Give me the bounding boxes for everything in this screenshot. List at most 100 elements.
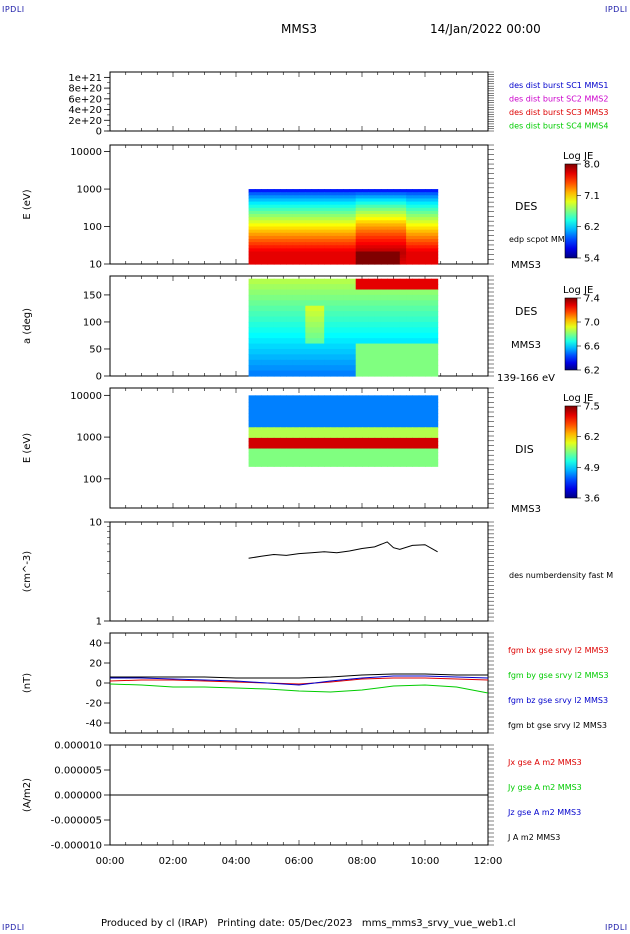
des-energy-pixel	[343, 235, 350, 240]
des-energy-pixel	[393, 235, 401, 240]
dis-energy-pixel	[254, 455, 262, 460]
dis-energy-pixel	[406, 398, 413, 404]
des-energy-pixel	[273, 223, 281, 228]
dis-energy-pixel	[380, 398, 388, 404]
dis-energy-pixel	[355, 423, 363, 428]
des-energy-pixel	[286, 229, 294, 234]
dis-energy-pixel	[406, 405, 413, 411]
dis-energy-pixel	[248, 420, 256, 425]
des-energy-pixel	[387, 198, 395, 203]
des-energy-pixel	[355, 235, 363, 240]
des-pitch-pixel	[362, 278, 369, 285]
dis-energy-pixel	[292, 416, 300, 421]
des-pitch-pixel	[355, 343, 363, 350]
des-energy-pixel	[273, 201, 281, 206]
dis-energy-pixel	[399, 452, 407, 457]
des-pitch-pixel	[299, 354, 306, 361]
dis-energy-pixel	[374, 405, 382, 411]
dis-energy-pixel	[380, 462, 388, 467]
des-pitch-pixel	[248, 348, 256, 355]
dis-energy-pixel	[399, 405, 407, 411]
des-energy-pixel	[399, 235, 407, 240]
dis-energy-pixel	[412, 434, 420, 439]
des-energy-pixel	[305, 235, 313, 240]
des-pitch-pixel	[393, 284, 401, 291]
des-energy-pixel	[343, 189, 350, 193]
dis-energy-pixel	[305, 448, 313, 453]
dis-energy-pixel	[261, 434, 269, 439]
dis-energy-pixel	[261, 423, 269, 428]
des-energy-pixel	[387, 201, 395, 206]
dis-energy-pixel	[412, 409, 420, 414]
dis-energy-pixel	[280, 448, 287, 453]
des-energy-pixel	[317, 217, 325, 221]
des-energy-pixel	[406, 239, 413, 243]
dis-energy-pixel	[387, 434, 395, 439]
dis-energy-pixel	[362, 395, 369, 400]
dis-energy-pixel	[336, 462, 344, 467]
dis-energy-pixel	[393, 430, 401, 435]
dis-energy-pixel	[330, 427, 338, 432]
dis-energy-pixel	[324, 455, 332, 460]
dis-energy-pixel	[425, 437, 432, 443]
y-tick-label: 10	[89, 518, 102, 529]
des-energy-pixel	[406, 251, 413, 256]
des-pitch-pixel	[292, 332, 300, 339]
des-pitch-pixel	[393, 311, 401, 318]
dis-energy-pixel	[425, 395, 432, 400]
des-pitch-pixel	[267, 365, 275, 372]
des-energy-pixel	[267, 242, 275, 246]
dis-energy-pixel	[299, 398, 306, 404]
y-tick-label: -40	[86, 719, 102, 730]
des-energy-pixel	[387, 251, 395, 256]
des-pitch-pixel	[336, 332, 344, 339]
des-energy-pixel	[399, 239, 407, 243]
dis-energy-pixel	[299, 427, 306, 432]
des-energy-pixel	[330, 192, 338, 196]
des-energy-pixel	[330, 214, 338, 218]
dis-energy-pixel	[406, 437, 413, 443]
des-pitch-pixel	[324, 370, 332, 377]
des-energy-pixel	[355, 229, 363, 234]
dis-energy-pixel	[374, 416, 382, 421]
dis-energy-pixel	[286, 395, 294, 400]
des-energy-pixel	[317, 189, 325, 193]
des-energy-pixel	[299, 245, 306, 249]
des-energy-pixel	[280, 207, 287, 212]
des-energy-pixel	[387, 254, 395, 259]
dis-energy-pixel	[267, 405, 275, 411]
y-tick-label: 8e+20	[68, 84, 102, 95]
des-energy-pixel	[299, 192, 306, 196]
des-pitch-pixel	[393, 354, 401, 361]
des-energy-pixel	[248, 235, 256, 240]
des-energy-pixel	[330, 245, 338, 249]
des-energy-pixel	[336, 192, 344, 196]
dis-energy-pixel	[412, 398, 420, 404]
des-energy-pixel	[349, 204, 357, 209]
des-energy-pixel	[425, 192, 432, 196]
dis-energy-pixel	[374, 459, 382, 464]
des-energy-pixel	[286, 251, 294, 256]
dis-energy-pixel	[317, 452, 325, 457]
spacecraft-title: MMS3	[281, 22, 317, 36]
des-energy-pixel	[355, 232, 363, 237]
des-energy-pixel	[248, 210, 256, 215]
dis-energy-pixel	[261, 452, 269, 457]
dis-energy-pixel	[374, 427, 382, 432]
des-energy-pixel	[368, 201, 376, 206]
des-pitch-pixel	[324, 284, 332, 291]
des-pitch-pixel	[299, 327, 306, 334]
time-tick-label: 08:00	[348, 856, 377, 867]
des-energy-pixel	[349, 257, 357, 262]
des-energy-pixel	[248, 214, 256, 218]
des-energy-pixel	[406, 232, 413, 237]
des-energy-pixel	[387, 248, 395, 253]
des-pitch-pixel	[374, 321, 382, 328]
des-pitch-pixel	[292, 348, 300, 355]
des-pitch-pixel	[368, 370, 376, 377]
des-energy-pixel	[412, 198, 420, 203]
dis-energy-pixel	[336, 452, 344, 457]
des-energy-pixel	[336, 229, 344, 234]
des-energy-pixel	[305, 207, 313, 212]
y-tick-label: 1000	[77, 433, 102, 444]
